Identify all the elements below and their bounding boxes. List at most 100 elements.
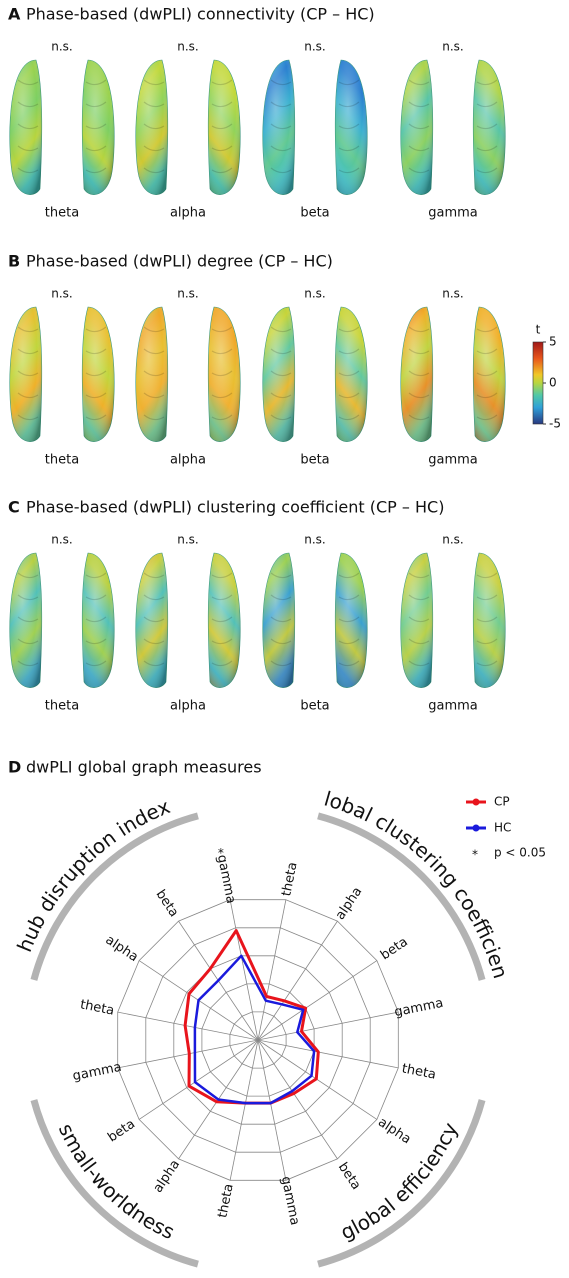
legend-label: CP <box>494 795 510 809</box>
hemisphere-shading <box>401 553 433 688</box>
brain-hemisphere <box>10 553 42 688</box>
panel-title: Phase-based (dwPLI) connectivity (CP – H… <box>26 5 375 24</box>
axis-label: theta <box>215 1182 236 1219</box>
significance-label: n.s. <box>442 287 464 301</box>
brain-hemisphere <box>335 60 367 195</box>
hemisphere-shading <box>335 60 367 195</box>
hemisphere-shading <box>10 307 42 442</box>
band-label: gamma <box>428 699 478 714</box>
brain-hemisphere <box>136 553 168 688</box>
colorbar-tick-label: 5 <box>549 335 557 349</box>
brain-hemisphere <box>473 553 505 688</box>
panel-letter: A <box>8 5 21 24</box>
hemisphere-shading <box>263 60 295 195</box>
brain-hemisphere <box>473 60 505 195</box>
hemisphere-shading <box>208 60 240 195</box>
chart-title: dwPLI global graph measures <box>26 758 262 777</box>
hemisphere-shading <box>473 553 505 688</box>
hemisphere-shading <box>82 553 114 688</box>
brain-hemisphere <box>82 307 114 442</box>
panel-title: Phase-based (dwPLI) clustering coefficie… <box>26 498 444 517</box>
band-label: beta <box>300 206 329 221</box>
brain-hemisphere <box>82 553 114 688</box>
band-label: theta <box>45 453 79 468</box>
colorbar-tick-label: -5 <box>549 417 561 431</box>
axis-label: alpha <box>333 884 365 922</box>
brain-hemisphere <box>82 60 114 195</box>
group-label-path: global clustering coefficient <box>0 0 513 981</box>
brain-hemisphere <box>208 307 240 442</box>
figure: A Phase-based (dwPLI) connectivity (CP – … <box>0 0 569 1274</box>
axis-label: gamma <box>214 853 238 904</box>
significance-label: n.s. <box>51 40 73 54</box>
legend-label: HC <box>494 821 511 835</box>
axis-label: theta <box>279 861 300 898</box>
band-label: beta <box>300 699 329 714</box>
band-label: theta <box>45 699 79 714</box>
significance-label: n.s. <box>177 40 199 54</box>
panel-letter: C <box>8 498 20 517</box>
band-label: beta <box>300 453 329 468</box>
brain-hemisphere <box>473 307 505 442</box>
hemisphere-shading <box>208 307 240 442</box>
hemisphere-shading <box>82 60 114 195</box>
band-label: theta <box>45 206 79 221</box>
brain-hemisphere <box>263 307 295 442</box>
group-label: global clustering coefficient <box>0 0 513 981</box>
axis-label: gamma <box>71 1060 122 1084</box>
page: {"panels": [ {"label": "A", "title": "Ph… <box>0 0 569 1274</box>
brain-hemisphere <box>136 60 168 195</box>
brain-hemisphere <box>263 60 295 195</box>
band-label: alpha <box>170 699 206 714</box>
hemisphere-shading <box>263 307 295 442</box>
legend-dot <box>473 799 480 806</box>
brain-hemisphere <box>208 60 240 195</box>
axis-label: alpha <box>151 1157 183 1195</box>
hemisphere-shading <box>401 60 433 195</box>
band-label: gamma <box>428 206 478 221</box>
hemisphere-shading <box>263 553 295 688</box>
band-label: alpha <box>170 206 206 221</box>
axis-label: alpha <box>375 1115 413 1147</box>
axis-label: beta <box>335 1160 364 1193</box>
hemisphere-shading <box>335 307 367 442</box>
axis-label: gamma <box>393 996 444 1020</box>
panel-letter: B <box>8 252 20 271</box>
hemisphere-shading <box>401 307 433 442</box>
axis-label: theta <box>79 997 116 1018</box>
brain-hemisphere <box>10 307 42 442</box>
axis-label: beta <box>105 1117 138 1146</box>
brain-hemisphere <box>136 307 168 442</box>
colorbar-tick-label: 0 <box>549 376 557 390</box>
colorbar <box>533 342 543 424</box>
legend-marker: * <box>472 848 478 862</box>
axis-label: gamma <box>278 1175 302 1226</box>
brain-hemisphere <box>401 307 433 442</box>
brain-hemisphere <box>401 553 433 688</box>
panel-title: Phase-based (dwPLI) degree (CP – HC) <box>26 252 333 271</box>
axis-label: theta <box>401 1061 438 1082</box>
hemisphere-shading <box>10 553 42 688</box>
axis-label: beta <box>152 887 181 920</box>
legend-note: p < 0.05 <box>494 846 546 860</box>
significance-label: n.s. <box>304 533 326 547</box>
hemisphere-shading <box>136 60 168 195</box>
significance-label: n.s. <box>304 287 326 301</box>
band-label: alpha <box>170 453 206 468</box>
hemisphere-shading <box>136 307 168 442</box>
brain-hemisphere <box>208 553 240 688</box>
hemisphere-shading <box>473 307 505 442</box>
hemisphere-shading <box>473 60 505 195</box>
brain-hemisphere <box>401 60 433 195</box>
legend-dot <box>473 825 480 832</box>
brain-hemisphere <box>263 553 295 688</box>
colorbar-label: t <box>536 323 541 337</box>
hemisphere-shading <box>208 553 240 688</box>
significance-label: n.s. <box>177 287 199 301</box>
significance-label: n.s. <box>442 40 464 54</box>
significance-marker: * <box>218 846 224 860</box>
band-label: gamma <box>428 453 478 468</box>
hemisphere-shading <box>82 307 114 442</box>
hemisphere-shading <box>10 60 42 195</box>
significance-label: n.s. <box>304 40 326 54</box>
